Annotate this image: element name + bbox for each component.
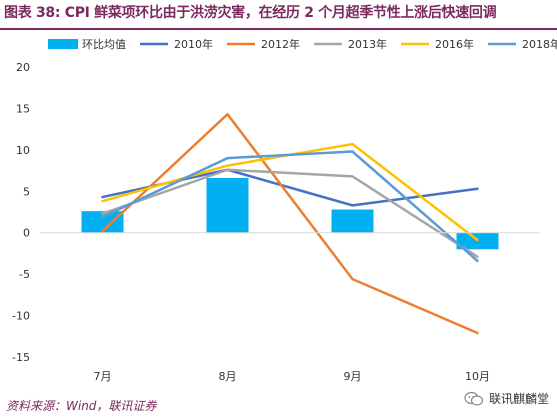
series-line-2018年 [101,150,479,263]
x-tick-label: 10月 [465,370,490,383]
legend-label: 2013年 [348,37,387,51]
y-tick-label: 10 [16,144,30,157]
y-tick-label: 20 [16,61,30,74]
y-tick-label: 0 [23,227,30,240]
watermark: 联讯麒麟堂 [464,390,549,407]
y-tick-label: -10 [12,310,30,323]
wechat-icon [464,391,484,406]
y-tick-label: 5 [23,185,30,198]
legend-label: 2010年 [174,37,213,51]
series-line-2012年 [101,112,479,335]
x-tick-label: 9月 [344,370,362,383]
legend-label: 2012年 [261,37,300,51]
y-axis: 20 15 10 5 0 -5 -10 -15 [12,61,30,364]
legend-swatch-bar [48,39,78,49]
series-line-2010年 [101,168,479,207]
bar-9月 [331,209,374,233]
x-tick-label: 7月 [94,370,112,383]
y-tick-label: -15 [12,351,30,364]
x-axis: 7月 8月 9月 10月 [40,232,540,383]
watermark-text: 联讯麒麟堂 [488,392,549,406]
y-tick-label: -5 [19,268,30,281]
chart-title: 图表 38: CPI 鲜菜项环比由于洪涝灾害，在经历 2 个月超季节性上涨后快速… [4,5,497,21]
bar-8月 [206,178,249,233]
title-divider [0,28,557,30]
legend-label: 2018年 [522,37,557,51]
y-tick-label: 15 [16,102,30,115]
series-line-2016年 [101,142,479,242]
bar-7月 [81,211,124,233]
legend-label: 2016年 [435,37,474,51]
line-series [101,112,479,335]
series-line-2013年 [101,168,479,258]
chart-legend: 环比均值 2010年 2012年 2013年 2016年 2018年 [48,37,557,51]
x-tick-label: 8月 [219,370,237,383]
source-note: 资料来源：Wind，联讯证券 [6,399,157,413]
legend-label: 环比均值 [82,38,126,51]
